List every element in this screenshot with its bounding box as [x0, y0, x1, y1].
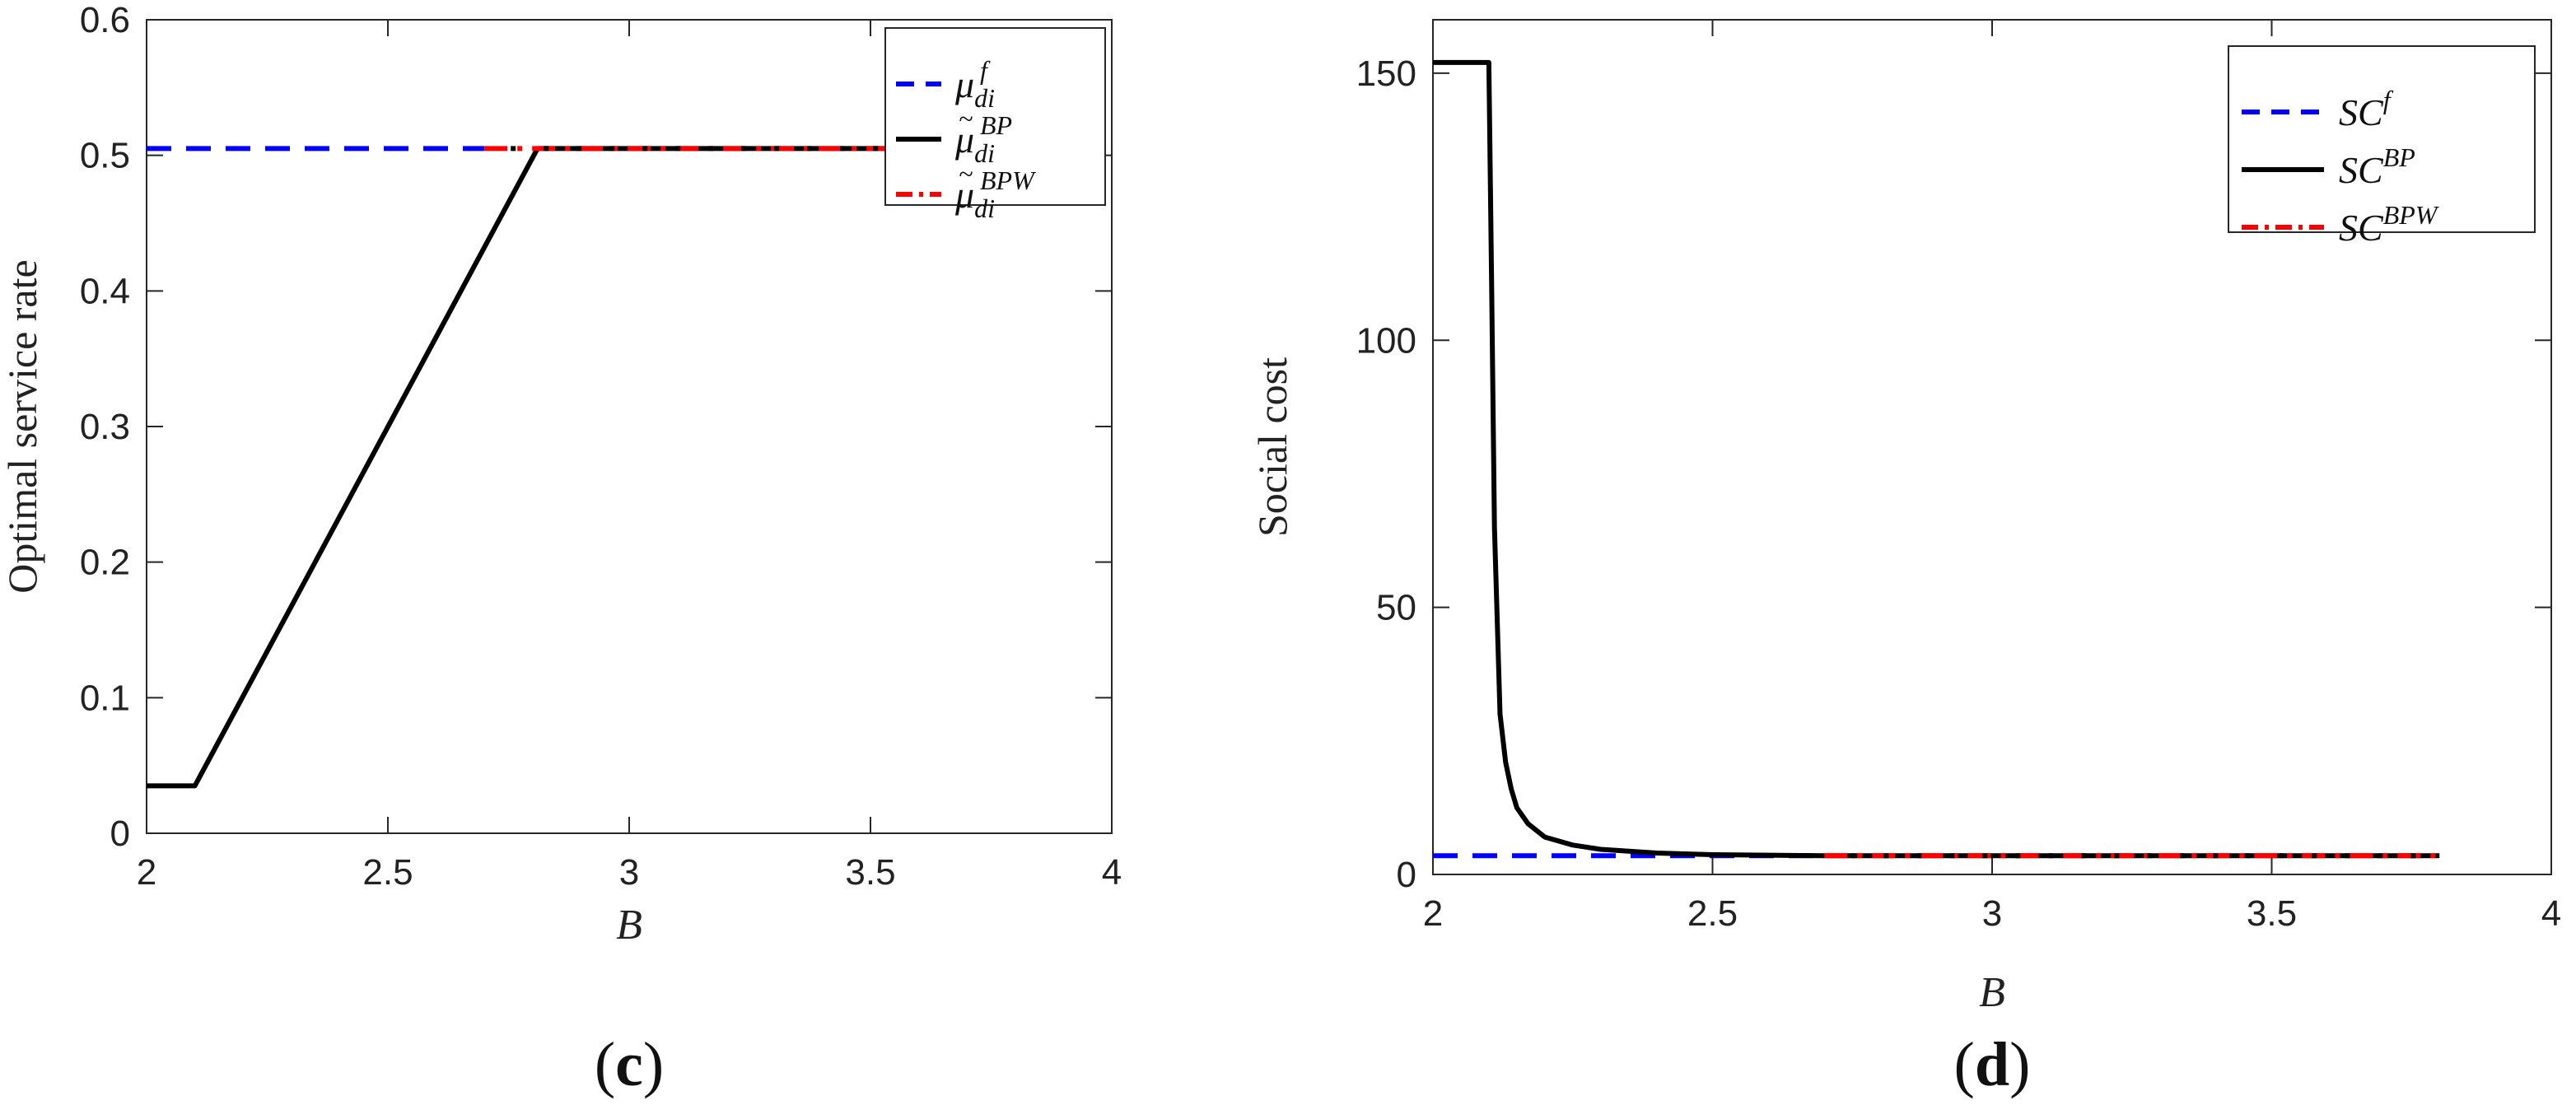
series-line-solid [147, 146, 895, 789]
x-tick-label: 2.5 [362, 852, 413, 893]
panel-close: ) [2009, 1030, 2030, 1099]
y-tick-label: 0.2 [80, 543, 130, 583]
x-tick-label: 3 [619, 852, 639, 893]
legend-entry: μdi [954, 63, 995, 113]
x-axis-label: B [616, 902, 642, 949]
legend-sub: di [974, 83, 995, 113]
legend-sup: BP [2383, 142, 2415, 172]
x-tick-label: 2 [1423, 893, 1443, 934]
panel-label: (c) [595, 1030, 664, 1099]
legend-entry: SCBPW [2339, 200, 2440, 249]
y-tick-label: 0.1 [80, 678, 130, 718]
legend-name: μ [954, 119, 974, 161]
legend-sub: di [974, 193, 995, 223]
legend-box [884, 27, 1106, 206]
y-tick-label: 0.6 [80, 0, 130, 40]
y-tick-label: 50 [1376, 588, 1416, 628]
y-tick-label: 100 [1356, 320, 1416, 361]
panel-letter: c [615, 1030, 643, 1099]
tilde-accent: ~ [959, 104, 973, 133]
y-tick-label: 0.3 [80, 407, 130, 447]
y-tick-label: 0 [110, 814, 130, 854]
x-axis-label: B [1979, 969, 2005, 1016]
legend-name: SC [2339, 91, 2384, 133]
series-line-solid [1433, 59, 2440, 859]
x-tick-label: 3.5 [845, 852, 895, 893]
x-tick-label: 2 [137, 852, 156, 893]
chart-c: 2 2.5 3 3.5 4 0 0.1 0.2 0.3 0.4 0.5 0.6 B Optimal ser… [0, 0, 1122, 1099]
y-tick-label: 150 [1356, 54, 1416, 94]
legend-name: SC [2339, 149, 2384, 191]
tilde-accent: ~ [959, 159, 973, 189]
y-tick-label: 0.4 [80, 271, 130, 311]
panel-open: ( [1954, 1030, 1975, 1099]
legend-sup: BP [980, 110, 1012, 140]
legend-entry: μdi [954, 174, 995, 223]
legend-name: SC [2339, 207, 2384, 249]
legend-sup: BPW [2383, 200, 2440, 230]
x-tick-label: 4 [2541, 893, 2561, 934]
x-tick-label: 2.5 [1687, 893, 1738, 934]
x-tick-label: 3.5 [2247, 893, 2297, 934]
legend-sub: di [974, 138, 995, 168]
panel-label: (d) [1954, 1030, 2031, 1099]
panel-close: ) [643, 1030, 664, 1099]
y-axis-label: Social cost [1249, 357, 1295, 537]
legend-box [2228, 45, 2536, 233]
y-axis-label: Optimal service rate [0, 259, 45, 593]
legend-entry: μdi [954, 119, 995, 168]
y-tick-label: 0 [1397, 855, 1416, 895]
y-tick-label: 0.5 [80, 136, 130, 176]
legend-name: μ [954, 174, 974, 216]
legend-entry: SCBP [2339, 142, 2415, 191]
legend-sup: BPW [980, 166, 1037, 195]
x-tick-label: 3 [1982, 893, 2002, 934]
x-tick-label: 4 [1102, 852, 1122, 893]
panel-letter: d [1975, 1030, 2009, 1099]
legend-name: μ [954, 63, 974, 105]
panel-open: ( [595, 1030, 615, 1099]
